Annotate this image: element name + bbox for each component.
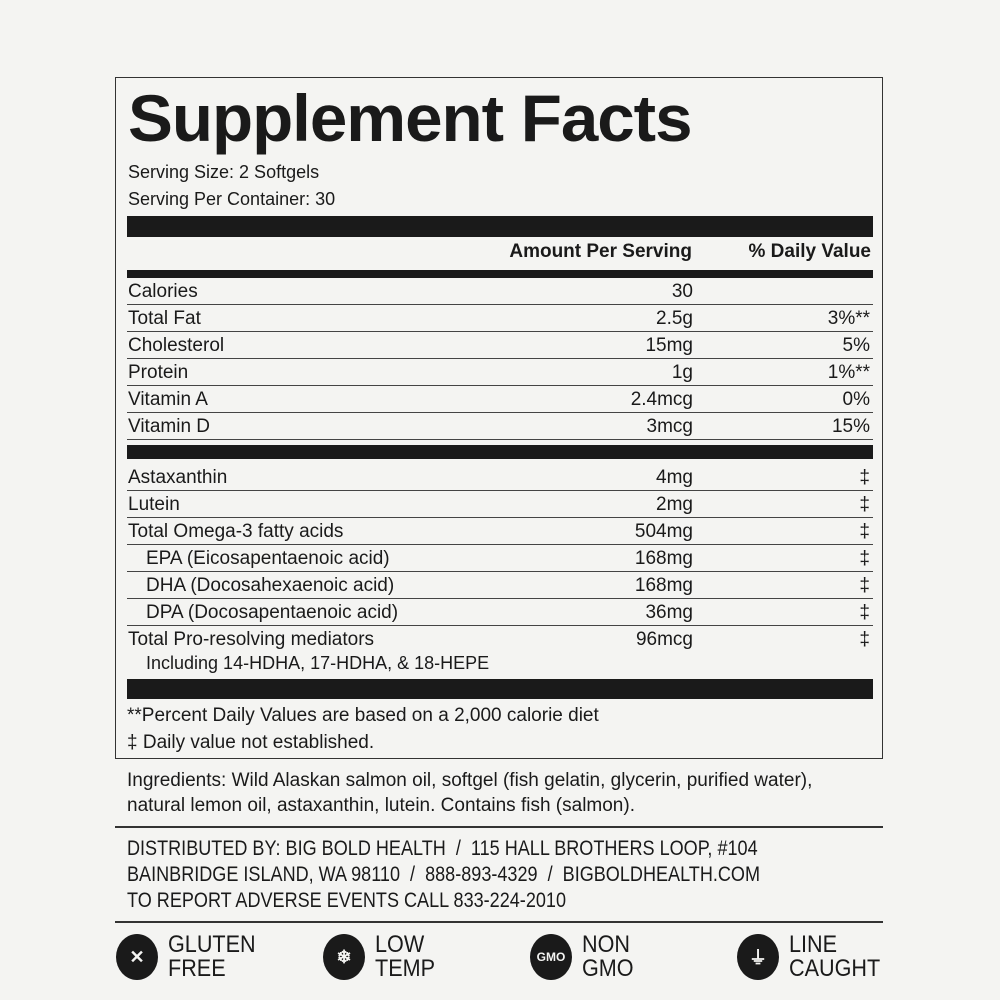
- badge: ❄ LOW TEMP: [323, 933, 442, 981]
- daily-value: ‡: [859, 629, 870, 650]
- nutrient-name: Astaxanthin: [128, 467, 228, 488]
- mediators-note: Including 14-HDHA, 17-HDHA, & 18-HEPE: [146, 653, 490, 673]
- nutrient-name: Cholesterol: [128, 335, 225, 356]
- panel-title: Supplement Facts: [128, 81, 693, 155]
- badge-line: GMO: [582, 955, 634, 982]
- amount: 2.5g: [656, 308, 693, 329]
- nutrient-name: Total Fat: [128, 308, 201, 329]
- badge-line: LOW: [375, 931, 425, 958]
- table-row: Astaxanthin 4mg ‡: [127, 464, 873, 491]
- amount: 4mg: [656, 467, 693, 488]
- nutrient-name: Protein: [128, 362, 189, 383]
- amount: 504mg: [634, 521, 693, 542]
- footnote: **Percent Daily Values are based on a 2,…: [127, 705, 599, 726]
- amount: 96mcg: [635, 629, 693, 650]
- thick-divider: [127, 216, 873, 237]
- supplement-facts-panel: Supplement Facts Serving Size: 2 Softgel…: [115, 77, 883, 759]
- divider: [115, 921, 883, 923]
- amount: 36mg: [645, 602, 693, 623]
- badge-label: NON GMO: [582, 933, 634, 981]
- dv-header: % Daily Value: [748, 241, 871, 262]
- nutrient-name: Vitamin A: [128, 389, 208, 410]
- badge: ⏚ LINE CAUGHT: [737, 933, 890, 981]
- table-row: Vitamin A 2.4mcg 0%: [127, 386, 873, 413]
- fishing-line-icon: ⏚: [737, 934, 779, 980]
- table-row: Cholesterol 15mg 5%: [127, 332, 873, 359]
- ingredients: Ingredients: Wild Alaskan salmon oil, so…: [127, 770, 813, 816]
- section-divider: [127, 445, 873, 459]
- snowflake-icon: ❄: [323, 934, 365, 980]
- amount: 2.4mcg: [630, 389, 693, 410]
- nutrient-name: Lutein: [128, 494, 180, 515]
- footnote: ‡ Daily value not established.: [127, 732, 375, 753]
- badge-line: LINE: [789, 931, 838, 958]
- amount: 2mg: [656, 494, 693, 515]
- badge-label: LINE CAUGHT: [789, 933, 880, 981]
- nutrient-name: Vitamin D: [128, 416, 211, 437]
- divider: [115, 826, 883, 828]
- amount: 168mg: [634, 548, 693, 569]
- badge: GMO NON GMO: [530, 933, 639, 981]
- daily-value: 3%**: [827, 308, 870, 329]
- amount: 1g: [671, 362, 693, 383]
- badge-line: FREE: [168, 955, 226, 982]
- bottom-divider: [127, 679, 873, 699]
- table-row: Protein 1g 1%**: [127, 359, 873, 386]
- daily-value: 5%: [842, 335, 870, 356]
- badge-line: CAUGHT: [789, 955, 881, 982]
- badge: ✕ GLUTEN FREE: [116, 933, 265, 981]
- badge-line: GLUTEN: [168, 931, 256, 958]
- servings-per-container: Serving Per Container: 30: [128, 189, 336, 209]
- badge-label: LOW TEMP: [375, 933, 435, 981]
- table-row: DPA (Docosapentaenoic acid) 36mg ‡: [127, 599, 873, 626]
- amount: 30: [671, 281, 693, 302]
- table-row: Vitamin D 3mcg 15%: [127, 413, 873, 440]
- daily-value: ‡: [859, 521, 870, 542]
- gluten-free-icon: ✕: [116, 934, 158, 980]
- daily-value: 15%: [831, 416, 870, 437]
- table-row: Calories 30: [127, 278, 873, 305]
- daily-value: ‡: [859, 494, 870, 515]
- badge-line: TEMP: [375, 955, 436, 982]
- distributor-line: DISTRIBUTED BY: BIG BOLD HEALTH / 115 HA…: [127, 837, 758, 860]
- daily-value: ‡: [859, 575, 870, 596]
- table-row: Total Fat 2.5g 3%**: [127, 305, 873, 332]
- nutrient-name: DHA (Docosahexaenoic acid): [146, 575, 395, 596]
- header-divider: [127, 270, 873, 278]
- amount-header: Amount Per Serving: [509, 241, 692, 262]
- serving-size: Serving Size: 2 Softgels: [128, 162, 320, 182]
- badge-line: NON: [582, 931, 631, 958]
- table-row: Total Omega-3 fatty acids 504mg ‡: [127, 518, 873, 545]
- table-row: DHA (Docosahexaenoic acid) 168mg ‡: [127, 572, 873, 599]
- distributor-line: TO REPORT ADVERSE EVENTS CALL 833-224-20…: [127, 889, 567, 912]
- daily-value: ‡: [859, 548, 870, 569]
- nutrient-name: Total Pro-resolving mediators: [128, 629, 375, 650]
- amount: 3mcg: [646, 416, 693, 437]
- distributor-line: BAINBRIDGE ISLAND, WA 98110 / 888-893-43…: [127, 863, 761, 886]
- nutrient-name: Total Omega-3 fatty acids: [128, 521, 344, 542]
- daily-value: 1%**: [827, 362, 870, 383]
- table-row: Lutein 2mg ‡: [127, 491, 873, 518]
- daily-value: ‡: [859, 467, 870, 488]
- badge-label: GLUTEN FREE: [168, 933, 256, 981]
- amount: 168mg: [634, 575, 693, 596]
- nutrient-name: EPA (Eicosapentaenoic acid): [146, 548, 390, 569]
- nutrient-name: Calories: [128, 281, 198, 302]
- daily-value: ‡: [859, 602, 870, 623]
- daily-value: 0%: [842, 389, 870, 410]
- amount: 15mg: [645, 335, 693, 356]
- non-gmo-icon: GMO: [530, 934, 572, 980]
- nutrient-name: DPA (Docosapentaenoic acid): [146, 602, 399, 623]
- table-row: EPA (Eicosapentaenoic acid) 168mg ‡: [127, 545, 873, 572]
- table-row: Total Pro-resolving mediators 96mcg ‡: [127, 626, 873, 653]
- distributor-info: DISTRIBUTED BY: BIG BOLD HEALTH / 115 HA…: [127, 836, 884, 914]
